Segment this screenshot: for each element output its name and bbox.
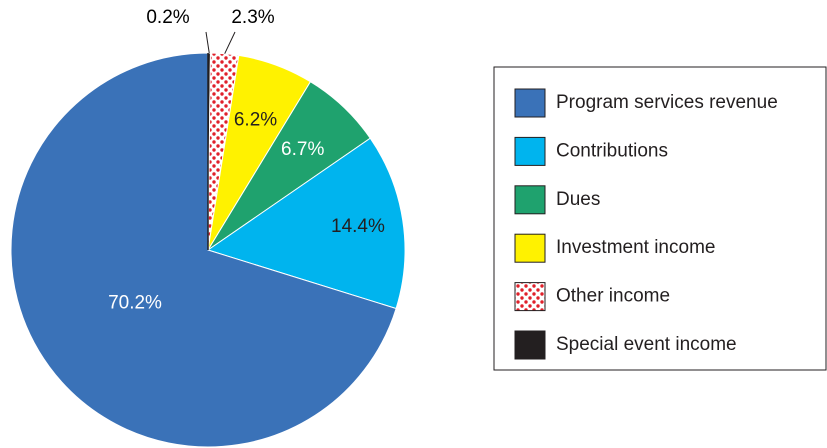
legend-label: Program services revenue [556, 92, 778, 113]
legend-label: Other income [556, 286, 670, 307]
leader-line [224, 31, 236, 54]
legend-label: Contributions [556, 140, 668, 161]
legend-swatch [514, 282, 546, 312]
legend-swatch [514, 185, 546, 215]
legend-label: Special event income [556, 334, 737, 355]
data-label: 6.7% [281, 139, 324, 160]
legend-label: Investment income [556, 237, 715, 258]
leader-line [205, 31, 210, 54]
legend-swatch [514, 88, 546, 118]
pie-slice [10, 52, 397, 448]
data-label: 14.4% [331, 216, 385, 237]
data-label: 2.3% [231, 7, 274, 28]
data-label: 70.2% [108, 293, 162, 314]
legend-swatch [514, 136, 546, 166]
legend-box [493, 66, 827, 371]
data-label: 6.2% [234, 110, 277, 131]
pie-slice [206, 137, 406, 310]
legend-swatch [514, 233, 546, 263]
data-label: 0.2% [146, 7, 189, 28]
legend-swatch [514, 330, 546, 360]
legend-label: Dues [556, 189, 600, 210]
